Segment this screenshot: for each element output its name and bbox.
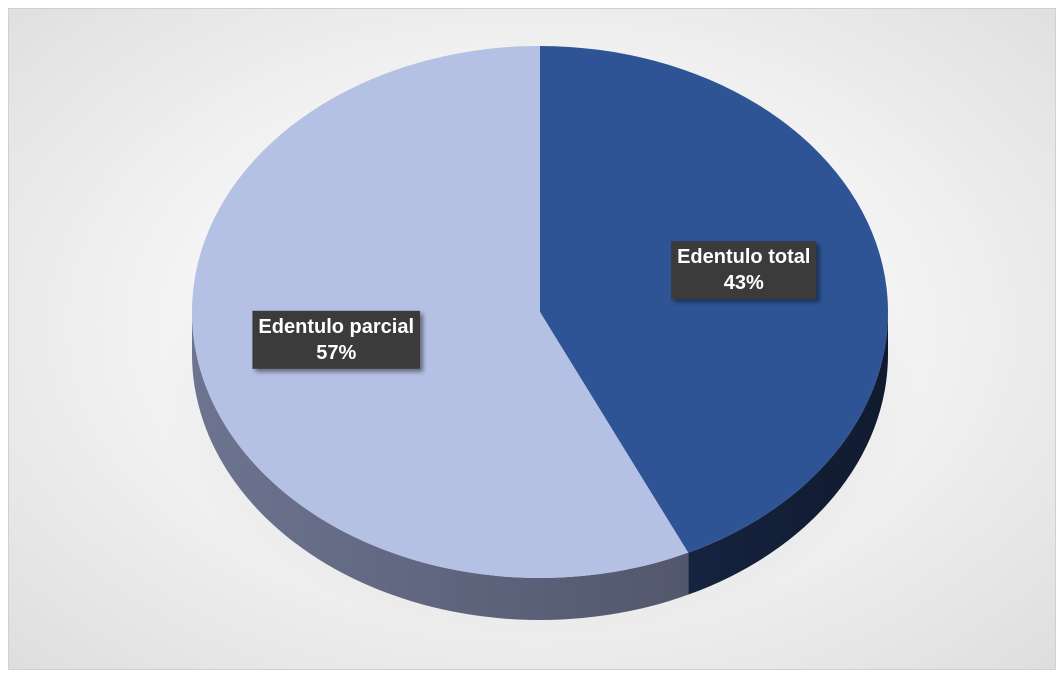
pie-data-labels: Edentulo total 43% Edentulo parcial 57% [252, 241, 817, 369]
pie-slices [192, 46, 889, 578]
data-label-box [671, 241, 817, 300]
data-label-edentulo-total: Edentulo total 43% [671, 241, 817, 300]
data-label-category: Edentulo parcial [258, 316, 414, 338]
pie-side-shade-edentulo-total [688, 312, 888, 595]
data-label-percent: 43% [724, 272, 764, 294]
pie-slice-edentulo-total[interactable] [540, 46, 889, 553]
pie-sides [192, 312, 888, 620]
pie-side-shade-edentulo-parcial [192, 312, 689, 620]
pie-chart: Edentulo total 43% Edentulo parcial 57% [160, 46, 920, 639]
data-label-edentulo-parcial: Edentulo parcial 57% [252, 310, 421, 369]
chart-area: Edentulo total 43% Edentulo parcial 57% [8, 8, 1056, 670]
data-label-percent: 57% [316, 342, 356, 364]
data-label-box [252, 310, 421, 369]
pie-slice-edentulo-parcial[interactable] [192, 46, 689, 578]
data-label-category: Edentulo total [677, 246, 810, 268]
